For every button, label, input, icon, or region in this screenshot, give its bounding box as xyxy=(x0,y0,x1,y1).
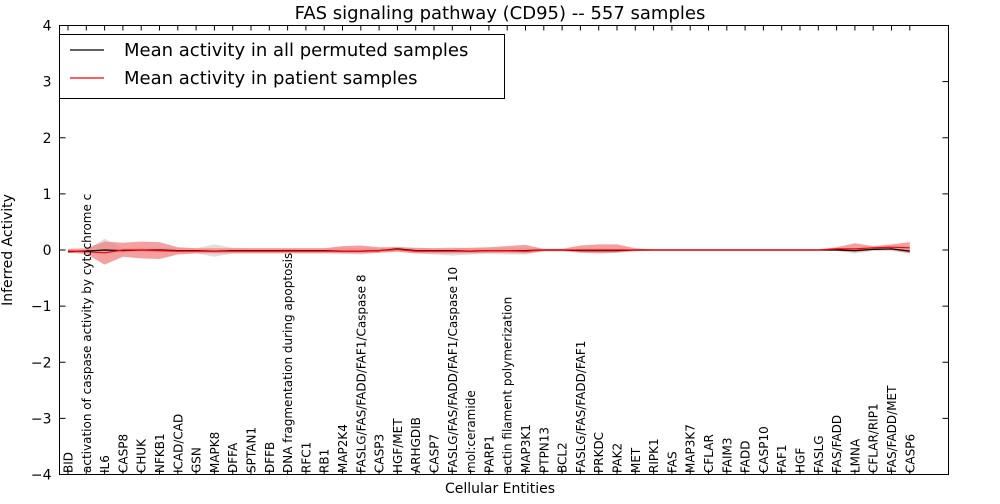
x-tick-label: GSN xyxy=(190,447,204,473)
x-tick-label: DNA fragmentation during apoptosis xyxy=(281,253,295,473)
y-tick-label: −4 xyxy=(31,468,52,484)
x-tick-label: FASLG xyxy=(812,435,826,473)
x-tick-label: CHUK xyxy=(135,438,149,473)
x-axis: BID activation of caspase activity by cyt… xyxy=(62,25,917,475)
x-tick-label: FASLG/FAS/FADD/FAF1/Caspase 8 xyxy=(354,275,368,474)
x-tick-label: ARHGDIB xyxy=(409,417,423,473)
legend: Mean activity in all permuted samples Me… xyxy=(59,34,505,99)
x-tick-label: actin filament polymerization xyxy=(501,297,515,473)
x-tick-label: RFC1 xyxy=(299,442,313,473)
x-tick-label: MAP3K1 xyxy=(519,424,533,473)
x-tick-label: PAK2 xyxy=(611,443,625,473)
series-lines xyxy=(67,246,910,254)
x-tick-label: DFFB xyxy=(263,442,277,473)
x-tick-label: CASP6 xyxy=(903,434,917,473)
y-tick-label: −1 xyxy=(31,299,52,315)
legend-label-patient: Mean activity in patient samples xyxy=(124,68,418,89)
x-tick-label: BID xyxy=(62,452,76,473)
x-tick-label: CASP10 xyxy=(757,426,771,473)
x-tick-label: RB1 xyxy=(318,449,332,473)
x-tick-label: ICAD/CAD xyxy=(171,414,185,473)
series-band-1 xyxy=(68,241,910,265)
y-tick-label: −3 xyxy=(31,411,52,427)
x-tick-label: FAF1 xyxy=(775,444,789,473)
x-tick-label: MAPK8 xyxy=(208,432,222,473)
x-tick-label: SPTAN1 xyxy=(245,427,259,473)
x-tick-label: IL6 xyxy=(98,455,112,473)
x-tick-label: CFLAR/RIP1 xyxy=(867,403,881,473)
x-tick-label: mol:ceramide xyxy=(464,390,478,473)
series-line-1 xyxy=(67,246,910,254)
x-tick-label: PTPN13 xyxy=(537,427,551,473)
x-tick-label: PRKDC xyxy=(592,432,606,473)
x-tick-label: DFFA xyxy=(226,442,240,473)
x-tick-label: FAIM3 xyxy=(720,437,734,473)
legend-frame xyxy=(59,34,505,99)
x-tick-label: MAP3K7 xyxy=(684,424,698,473)
x-tick-label: BCL2 xyxy=(556,442,570,473)
y-axis-label: Inferred Activity xyxy=(0,194,16,306)
x-tick-label: FAS/FADD xyxy=(830,415,844,473)
x-tick-label: FADD xyxy=(739,441,753,474)
x-tick-label: MAP2K4 xyxy=(336,424,350,473)
x-tick-label: MET xyxy=(629,447,643,473)
confidence-bands xyxy=(68,238,910,265)
y-tick-label: 0 xyxy=(43,243,52,259)
x-tick-label: CASP8 xyxy=(116,434,130,473)
x-tick-label: PARP1 xyxy=(482,435,496,473)
x-tick-label: FASLG/FAS/FADD/FAF1/Caspase 10 xyxy=(446,267,460,473)
x-tick-label: CASP7 xyxy=(428,434,442,473)
x-tick-label: LMNA xyxy=(848,438,862,473)
y-axis: −4 −3 −2 −1 0 1 2 3 4 xyxy=(31,19,949,484)
y-tick-label: 1 xyxy=(43,187,52,203)
x-tick-label: FAS/FADD/MET xyxy=(885,385,899,473)
x-tick-label: activation of caspase activity by cytoch… xyxy=(80,194,94,473)
x-tick-label: NFKB1 xyxy=(153,433,167,473)
x-axis-label: Cellular Entities xyxy=(445,481,555,497)
x-tick-label: CASP3 xyxy=(373,434,387,473)
y-tick-label: 4 xyxy=(43,19,52,35)
legend-label-permuted: Mean activity in all permuted samples xyxy=(124,40,468,61)
plot-frame xyxy=(59,25,949,475)
y-tick-label: 3 xyxy=(43,75,52,91)
x-tick-label: HGF xyxy=(794,448,808,473)
x-tick-label: FASLG/FAS/FADD/FAF1 xyxy=(574,341,588,473)
chart-title: FAS signaling pathway (CD95) -- 557 samp… xyxy=(295,3,706,24)
x-tick-label: HGF/MET xyxy=(391,418,405,473)
x-tick-label: CFLAR xyxy=(702,434,716,473)
x-tick-label: RIPK1 xyxy=(647,438,661,473)
y-tick-label: 2 xyxy=(43,131,52,147)
y-tick-label: −2 xyxy=(31,355,52,371)
x-tick-label: FAS xyxy=(665,451,679,473)
